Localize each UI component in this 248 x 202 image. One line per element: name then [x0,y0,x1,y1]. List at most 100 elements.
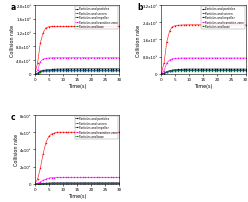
Particles and impeller [73,70,76,72]
Particles and transition zone [241,58,244,60]
Particles and transition zone [213,58,216,60]
Particles and impeller [216,70,219,72]
Particles and impeller [208,70,211,72]
Particles and transition zone [103,176,106,179]
Particles and transition zone [42,59,45,61]
Particles and screen [61,131,64,134]
Particles and transition zone [188,58,191,60]
Particles and impeller [118,70,121,72]
Particles and screen [75,131,78,134]
Particles and base [162,73,165,75]
Particles and particles [98,68,101,71]
Particles and transition zone [238,58,241,60]
Particles and screen [67,26,70,28]
Particles and screen [193,24,196,27]
Particles and transition zone [196,58,199,60]
Particles and base [216,70,219,73]
Particles and transition zone [112,176,115,179]
Particles and particles [101,68,104,71]
Particles and base [56,70,59,73]
Particles and impeller [47,182,50,185]
Particles and particles [101,182,104,184]
Particles and impeller [42,182,45,185]
Particles and screen [101,131,104,134]
Particles and transition zone [185,58,188,60]
Particles and screen [70,26,73,28]
Particles and screen [165,41,168,44]
Particles and transition zone [81,57,84,60]
Particles and impeller [64,70,67,72]
Particles and particles [64,182,67,184]
Particles and particles [115,68,118,71]
Particles and transition zone [84,57,87,60]
Particles and screen [39,167,42,170]
Particles and impeller [90,182,93,185]
Particles and screen [244,24,247,27]
Particles and base [61,70,64,73]
Particles and base [101,182,104,185]
Particles and screen [177,25,180,27]
Particles and particles [109,182,112,184]
Particles and screen [103,131,106,134]
Particles and transition zone [53,57,56,60]
Particles and impeller [81,70,84,72]
Particles and particles [70,68,73,71]
Particles and base [219,70,222,73]
X-axis label: Time(s): Time(s) [68,83,86,88]
Particles and screen [112,131,115,134]
Particles and particles [199,68,202,71]
Particles and particles [188,68,191,71]
Particles and particles [106,68,109,71]
Particles and base [64,182,67,185]
Particles and transition zone [36,70,39,72]
Particles and base [95,70,98,73]
Text: c: c [11,113,16,122]
Line: Particles and base: Particles and base [160,70,246,75]
Particles and transition zone [70,57,73,60]
Particles and particles [70,182,73,184]
Particles and screen [33,73,36,76]
Line: Particles and transition zone: Particles and transition zone [34,58,120,75]
Particles and transition zone [50,57,53,60]
Particles and screen [61,26,64,28]
Particles and particles [73,68,76,71]
Particles and impeller [213,70,216,72]
Particles and screen [216,24,219,27]
Particles and transition zone [227,58,230,60]
Line: Particles and particles: Particles and particles [160,69,246,75]
Particles and transition zone [70,176,73,179]
X-axis label: Time(s): Time(s) [194,83,213,88]
Particles and screen [42,32,45,35]
Particles and transition zone [191,58,194,60]
Particles and base [106,182,109,185]
Particles and transition zone [224,58,227,60]
Particles and base [78,182,81,185]
Particles and transition zone [75,176,78,179]
Particles and screen [59,131,62,134]
Particles and base [47,182,50,185]
Particles and impeller [202,70,205,72]
Particles and base [42,182,45,185]
Particles and base [59,70,62,73]
Particles and impeller [47,70,50,72]
Particles and particles [174,69,177,72]
Text: b: b [138,3,143,12]
Particles and screen [56,26,59,28]
Particles and screen [233,24,236,27]
Particles and base [191,70,194,73]
Particles and transition zone [59,176,62,179]
Particles and particles [179,69,182,71]
Particles and particles [196,68,199,71]
Particles and screen [101,26,104,28]
Particles and impeller [44,182,47,185]
Particles and impeller [36,183,39,185]
Particles and particles [44,182,47,184]
Particles and screen [115,26,118,28]
Particles and transition zone [101,57,104,60]
Particles and transition zone [78,176,81,179]
Particles and impeller [39,72,42,74]
Particles and impeller [236,70,239,72]
Particles and base [42,71,45,73]
Particles and impeller [61,70,64,72]
Line: Particles and impeller: Particles and impeller [34,183,120,184]
